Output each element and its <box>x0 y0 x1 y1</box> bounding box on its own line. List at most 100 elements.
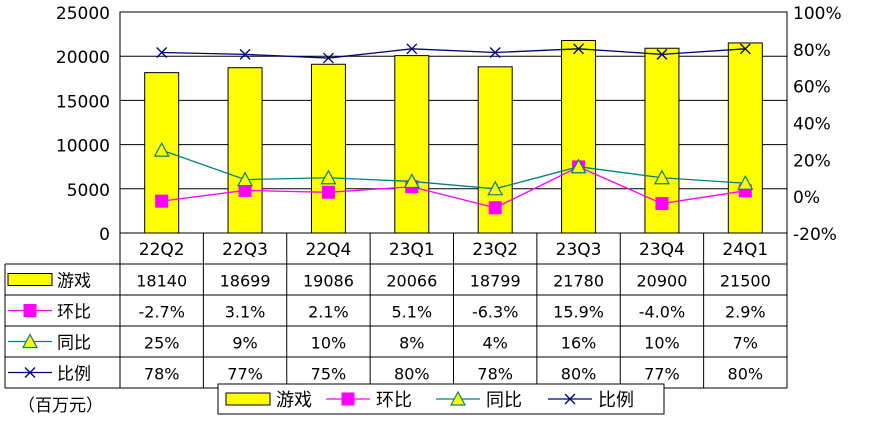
data-label: 15.9% <box>553 303 604 322</box>
point-triangle-23Q2 <box>487 180 504 196</box>
point-x-23Q4 <box>656 48 668 60</box>
bar-24Q1 <box>727 42 763 234</box>
data-label: 20900 <box>636 272 687 291</box>
bar-22Q4 <box>310 63 346 234</box>
table-series-name: 游戏 <box>57 272 91 292</box>
x-tick-label: 22Q4 <box>306 240 352 260</box>
data-label: 7% <box>733 334 758 353</box>
table-key-marker <box>21 333 39 349</box>
y-right-tick-label: -20% <box>793 225 837 245</box>
data-label: 18799 <box>470 272 521 291</box>
data-label: 77% <box>644 365 680 384</box>
legend-key-marker <box>449 390 467 406</box>
table-key-marker <box>23 304 37 317</box>
y-right-tick-label: 100% <box>793 4 842 24</box>
point-x-22Q4 <box>322 52 334 64</box>
point-square-22Q2 <box>155 194 169 208</box>
x-tick-label: 23Q2 <box>472 240 518 260</box>
point-x-23Q1 <box>406 43 418 55</box>
table-series-name: 环比 <box>57 303 91 323</box>
data-label: -2.7% <box>138 303 184 322</box>
point-triangle-24Q1 <box>737 175 754 190</box>
data-label: 21780 <box>553 272 604 291</box>
legend-label: 比例 <box>598 390 634 411</box>
unit-note: （百万元） <box>18 396 103 416</box>
bar-series-games <box>144 39 763 234</box>
line-x <box>161 48 746 59</box>
point-triangle-22Q2 <box>153 141 170 157</box>
point-square-22Q4 <box>321 185 335 199</box>
data-label: 10% <box>644 334 680 353</box>
legend-key-bar <box>225 392 271 406</box>
x-tick-label: 23Q1 <box>389 240 435 260</box>
x-tick-label: 24Q1 <box>722 240 768 260</box>
data-table: 22Q2 22Q3 22Q4 23Q1 23Q2 23Q3 23Q4 24Q1 游戏 18140 1… <box>4 233 788 389</box>
data-label: 10% <box>311 334 347 353</box>
x-tick-label: 23Q4 <box>639 240 685 260</box>
data-label: 75% <box>311 365 347 384</box>
legend-key-marker <box>564 393 576 405</box>
point-x-23Q3 <box>573 43 585 55</box>
data-label: 80% <box>728 365 764 384</box>
y-left-tick-label: 15000 <box>56 92 110 112</box>
point-triangle-23Q1 <box>403 173 420 189</box>
y-left-tick-label: 0 <box>99 225 110 245</box>
y-left-tick-label: 5000 <box>67 181 110 201</box>
data-label: 18699 <box>220 272 271 291</box>
table-series-name: 同比 <box>57 334 91 354</box>
bar-23Q1 <box>394 55 430 234</box>
legend: 游戏 环比 同比 比例 <box>217 383 665 415</box>
data-label: 5.1% <box>391 303 432 322</box>
data-label: 77% <box>227 365 263 384</box>
data-label: 9% <box>232 334 257 353</box>
data-label: 8% <box>399 334 424 353</box>
x-tick-label: 22Q2 <box>139 240 185 260</box>
point-x-24Q1 <box>739 43 751 55</box>
data-label: 80% <box>561 365 597 384</box>
data-label: 2.9% <box>725 303 766 322</box>
point-x-23Q2 <box>489 47 501 58</box>
point-triangle-22Q4 <box>320 169 337 185</box>
data-label: 19086 <box>303 272 354 291</box>
data-label: -4.0% <box>639 303 685 322</box>
x-tick-label: 22Q3 <box>222 240 268 260</box>
data-label: -6.3% <box>472 303 518 322</box>
data-label: 21500 <box>720 272 771 291</box>
legend-key-marker <box>341 392 355 406</box>
y-left-tick-label: 25000 <box>56 4 110 24</box>
x-tick-label: 23Q3 <box>556 240 602 260</box>
point-square-23Q4 <box>655 197 669 211</box>
y-right-tick-label: 40% <box>793 115 831 135</box>
table-series-name: 比例 <box>57 365 91 385</box>
point-square-22Q3 <box>238 183 252 197</box>
legend-label: 同比 <box>486 390 522 411</box>
legend-label: 游戏 <box>276 390 312 411</box>
point-triangle-23Q4 <box>653 169 670 185</box>
line-triangle <box>161 149 746 190</box>
y-right-tick-label: 60% <box>793 78 831 98</box>
y-right-tick-label: 80% <box>793 41 831 61</box>
point-triangle-23Q3 <box>570 158 587 174</box>
data-label: 4% <box>482 334 507 353</box>
data-label: 18140 <box>136 272 187 291</box>
y-left-tick-label: 10000 <box>56 137 110 157</box>
bar-23Q3 <box>561 39 597 234</box>
y-right-tick-label: 0% <box>793 188 820 208</box>
table-key-undefined <box>7 273 53 286</box>
data-label: 78% <box>144 365 180 384</box>
line-series <box>153 43 754 215</box>
y-left-tick-label: 20000 <box>56 48 110 68</box>
data-label: 80% <box>394 365 430 384</box>
point-triangle-22Q3 <box>237 171 254 187</box>
data-label: 20066 <box>386 272 437 291</box>
axes: 0 5000 10000 15000 20000 25000 -20% 0% 20% 40% 60%… <box>56 4 842 245</box>
line-square <box>161 166 746 209</box>
legend-label: 环比 <box>376 390 412 411</box>
bar-22Q3 <box>227 67 263 234</box>
data-label: 2.1% <box>308 303 349 322</box>
table-key-marker <box>24 367 36 378</box>
y-right-tick-label: 20% <box>793 151 831 171</box>
point-x-22Q2 <box>156 47 168 58</box>
data-label: 25% <box>144 334 180 353</box>
